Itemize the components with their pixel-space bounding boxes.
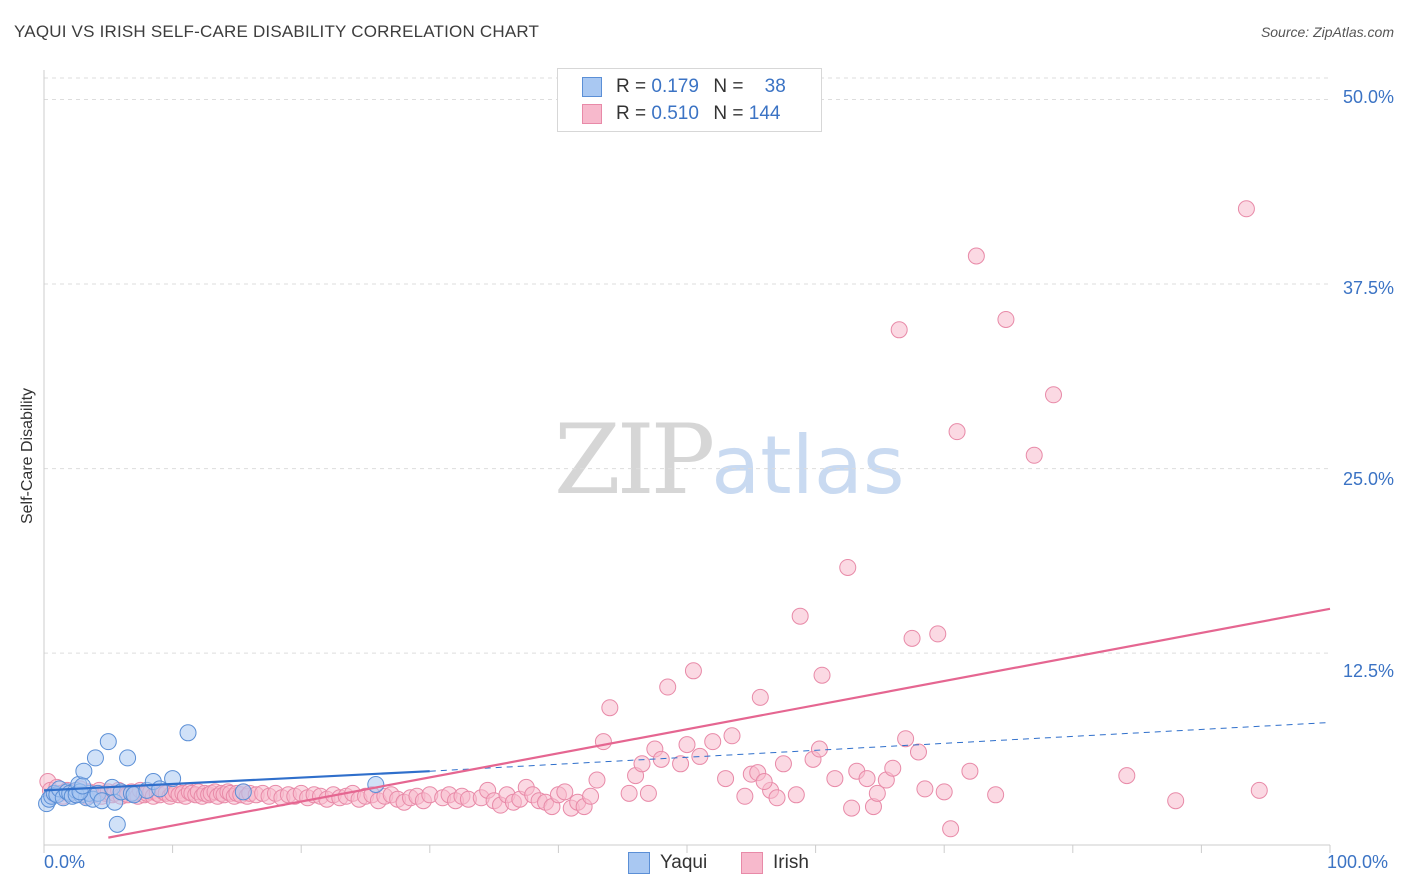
irish-point xyxy=(755,773,773,791)
legend-row-yaqui: R = 0.179 N = 38 xyxy=(582,75,786,99)
yaqui-point xyxy=(86,749,104,767)
irish-legend-label: Irish xyxy=(773,852,809,873)
irish-point xyxy=(684,662,702,680)
irish-point xyxy=(594,733,612,751)
irish-point xyxy=(633,755,651,773)
irish-point xyxy=(588,771,606,789)
yaqui-legend-label: Yaqui xyxy=(660,852,708,873)
yaqui-legend-swatch xyxy=(628,852,650,874)
chart-title: YAQUI VS IRISH SELF-CARE DISABILITY CORR… xyxy=(14,22,540,41)
yaqui-trend-line-extension xyxy=(429,721,1331,772)
legend-n-label: N = xyxy=(713,103,744,124)
irish-point xyxy=(916,780,934,798)
legend-n-value: 144 xyxy=(748,103,781,124)
legend-n-value: 38 xyxy=(764,76,786,97)
irish-point xyxy=(843,799,861,817)
irish-point xyxy=(942,820,960,838)
irish-point xyxy=(935,783,953,801)
y-axis-label: Self-Care Disability xyxy=(19,387,36,525)
irish-point xyxy=(987,786,1005,804)
irish-point xyxy=(791,607,809,625)
yaqui-point xyxy=(164,770,182,788)
yaqui-point xyxy=(74,777,92,795)
watermark-atlas: atlas xyxy=(711,419,905,512)
legend-r-value: 0.179 xyxy=(651,76,699,97)
irish-swatch xyxy=(582,104,602,124)
irish-point xyxy=(858,770,876,788)
irish-point xyxy=(639,784,657,802)
bottom-legend-yaqui: Yaqui xyxy=(628,852,707,874)
irish-point xyxy=(787,786,805,804)
irish-point xyxy=(723,727,741,745)
irish-point xyxy=(813,666,831,684)
watermark-zip: ZIP xyxy=(554,404,715,516)
yaqui-point xyxy=(108,815,126,833)
yaqui-swatch xyxy=(582,77,602,97)
axis-layer xyxy=(43,70,1331,853)
legend-r-label: R = xyxy=(616,103,647,124)
yaqui-point xyxy=(119,749,137,767)
irish-point xyxy=(826,770,844,788)
x-tick-0: 0.0% xyxy=(44,852,86,872)
irish-point xyxy=(1118,767,1136,785)
irish-point xyxy=(1045,386,1063,404)
irish-point xyxy=(556,783,574,801)
irish-point xyxy=(909,743,927,761)
yaqui-point xyxy=(179,724,197,742)
irish-point xyxy=(884,759,902,777)
irish-legend-swatch xyxy=(741,852,763,874)
irish-trend-line xyxy=(108,607,1331,839)
yaqui-point xyxy=(367,775,385,793)
irish-point xyxy=(903,629,921,647)
irish-point xyxy=(890,321,908,339)
legend-r-value: 0.510 xyxy=(651,103,699,124)
irish-point xyxy=(897,730,915,748)
irish-point xyxy=(774,755,792,773)
irish-point xyxy=(678,736,696,754)
y-tick-25: 25.0% xyxy=(1342,469,1394,489)
irish-point xyxy=(652,750,670,768)
legend-r-label: R = xyxy=(616,76,647,97)
irish-point xyxy=(751,688,769,706)
irish-point xyxy=(929,625,947,643)
y-tick-12-5: 12.5% xyxy=(1342,661,1394,681)
irish-point xyxy=(768,789,786,807)
irish-point xyxy=(659,678,677,696)
trend-layer xyxy=(43,607,1331,839)
yaqui-point xyxy=(75,762,93,780)
yaqui-point xyxy=(99,733,117,751)
irish-point xyxy=(1237,200,1255,218)
irish-point xyxy=(620,784,638,802)
irish-point xyxy=(868,784,886,802)
irish-point xyxy=(601,699,619,717)
irish-point xyxy=(704,733,722,751)
irish-point xyxy=(672,755,690,773)
legend-n-label: N = xyxy=(713,76,744,97)
irish-point xyxy=(1250,781,1268,799)
grid-layer xyxy=(44,77,1330,654)
irish-point xyxy=(582,787,600,805)
irish-point xyxy=(810,740,828,758)
irish-point xyxy=(997,310,1015,328)
legend-row-irish: R = 0.510 N = 144 xyxy=(582,102,780,126)
y-tick-37-5: 37.5% xyxy=(1342,278,1394,298)
source-label: Source: ZipAtlas.com xyxy=(1260,24,1394,40)
irish-point xyxy=(717,770,735,788)
irish-point xyxy=(967,247,985,265)
points-layer xyxy=(38,200,1268,838)
yaqui-trend-line xyxy=(43,770,430,792)
irish-point xyxy=(961,762,979,780)
irish-point xyxy=(839,558,857,576)
irish-point xyxy=(736,787,754,805)
irish-point xyxy=(1025,446,1043,464)
x-tick-100: 100.0% xyxy=(1327,852,1389,872)
irish-point xyxy=(1167,792,1185,810)
irish-point xyxy=(948,423,966,441)
yaqui-point xyxy=(234,783,252,801)
bottom-legend-irish: Irish xyxy=(741,852,809,874)
legend: R = 0.179 N = 38 R = 0.510 N = 144 xyxy=(557,68,822,132)
watermark: ZIPatlas xyxy=(554,404,905,516)
y-tick-50: 50.0% xyxy=(1342,87,1394,107)
